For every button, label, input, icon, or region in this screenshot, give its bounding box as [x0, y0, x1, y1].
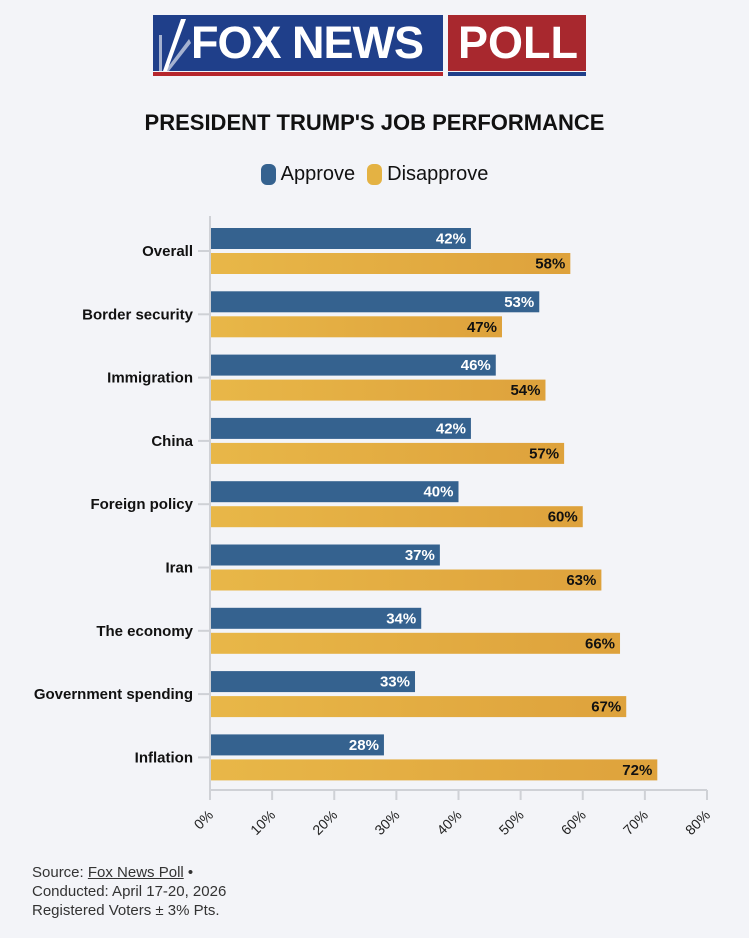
x-tick-label: 30%: [371, 807, 402, 838]
data-label-approve: 37%: [405, 547, 435, 564]
x-tick-label: 20%: [309, 807, 340, 838]
data-label-disapprove: 58%: [535, 256, 565, 273]
bar-approve: [211, 228, 471, 249]
bar-disapprove: [211, 569, 602, 591]
bar-disapprove: [211, 253, 571, 274]
bar-approve: [211, 417, 471, 439]
data-label-approve: 46%: [461, 357, 491, 374]
bar-disapprove: [211, 759, 658, 781]
fox-news-poll-logo: FOX NEWS POLL: [153, 15, 586, 77]
legend-swatch-approve: [260, 164, 276, 185]
conducted-dates: Conducted: April 17-20, 2026: [32, 883, 227, 900]
data-label-disapprove: 57%: [529, 445, 559, 462]
legend-swatch-disapprove: [367, 164, 383, 185]
bar-approve: [211, 291, 540, 313]
bar-approve: [211, 481, 459, 503]
legend-label-approve: Approve: [280, 163, 356, 185]
bar-approve: [211, 544, 440, 566]
bar-approve: [211, 607, 422, 629]
data-label-approve: 33%: [380, 674, 410, 691]
bar-chart: 0% 10% 20% 30% 40% 50% 60% 70% 80% Overall 42% 58% B…: [34, 216, 713, 838]
searchlight-icon: [159, 19, 191, 71]
category-label: Government spending: [34, 686, 193, 703]
x-tick-label: 70%: [620, 807, 651, 838]
data-label-disapprove: 47%: [467, 319, 497, 336]
category-label: Iran: [165, 560, 193, 577]
logo-poll-panel: [448, 15, 586, 71]
data-label-approve: 42%: [436, 420, 466, 437]
category-label: Foreign policy: [90, 496, 193, 513]
data-label-disapprove: 66%: [585, 635, 615, 652]
data-label-disapprove: 54%: [510, 382, 540, 399]
legend-item-disapprove[interactable]: Disapprove: [367, 163, 488, 186]
logo-red-underline: [153, 72, 443, 76]
data-label-approve: 53%: [504, 294, 534, 311]
bar-disapprove: [211, 632, 621, 654]
data-label-disapprove: 67%: [591, 699, 621, 716]
source-link[interactable]: Fox News Poll: [87, 864, 184, 881]
category-label: Border security: [82, 306, 194, 323]
legend-label-disapprove: Disapprove: [387, 163, 489, 185]
category-label: Inflation: [135, 749, 193, 766]
data-label-disapprove: 60%: [548, 509, 578, 526]
data-label-approve: 28%: [349, 737, 379, 754]
bar-disapprove: [211, 506, 583, 528]
x-tick-label: 50%: [496, 807, 527, 838]
bar-approve: [211, 671, 416, 693]
category-label: The economy: [96, 623, 193, 640]
bar-approve: [211, 734, 384, 756]
chart-title: PRESIDENT TRUMP'S JOB PERFORMANCE: [144, 110, 605, 135]
category-label: Overall: [142, 243, 193, 260]
data-label-approve: 40%: [423, 484, 453, 501]
chart-legend: Approve Disapprove: [0, 163, 749, 186]
data-label-approve: 34%: [386, 610, 416, 627]
category-label: China: [151, 433, 193, 450]
x-tick-label: 0%: [190, 807, 216, 833]
x-tick-label: 10%: [247, 807, 278, 838]
data-label-approve: 42%: [436, 231, 466, 248]
bar-disapprove: [211, 316, 502, 338]
source-note: Source: Fox News Poll • Conducted: April…: [32, 863, 226, 920]
bar-disapprove: [211, 442, 565, 464]
logo-fox-news-text: FOX NEWS: [191, 17, 424, 68]
bar-disapprove: [211, 379, 546, 401]
legend-item-approve[interactable]: Approve: [260, 163, 356, 186]
source-line: Source: Fox News Poll •: [32, 864, 194, 881]
logo-poll-text: POLL: [458, 17, 578, 68]
data-label-disapprove: 63%: [566, 572, 596, 589]
x-tick-label: 60%: [558, 807, 589, 838]
bar-disapprove: [211, 696, 627, 718]
logo-blue-underline: [448, 72, 586, 76]
x-tick-label: 80%: [682, 807, 713, 838]
bar-approve: [211, 354, 496, 376]
margin-of-error: Registered Voters ± 3% Pts.: [32, 902, 220, 919]
category-label: Immigration: [107, 370, 193, 387]
logo-fox-news-panel: [153, 15, 443, 71]
x-tick-label: 40%: [433, 807, 464, 838]
data-label-disapprove: 72%: [622, 762, 652, 779]
